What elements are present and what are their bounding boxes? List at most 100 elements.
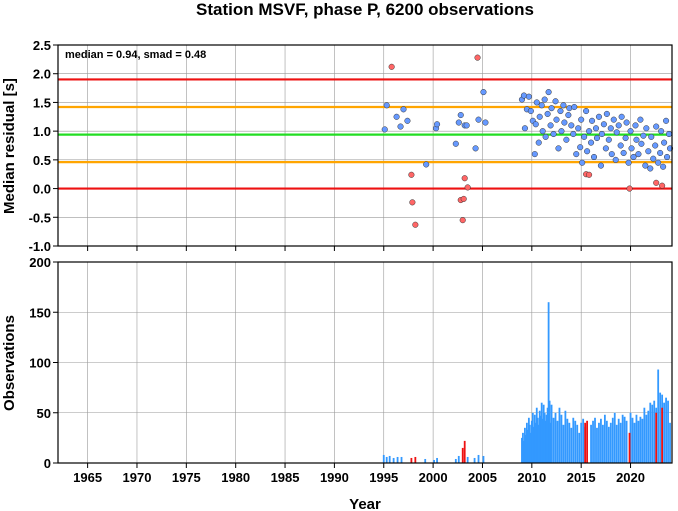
residual-point bbox=[598, 130, 605, 138]
x-tick-label: 2010 bbox=[517, 470, 546, 485]
residual-point bbox=[535, 139, 542, 146]
observation-bar bbox=[466, 456, 469, 463]
observation-bar bbox=[653, 400, 656, 463]
residual-point bbox=[613, 129, 620, 136]
observation-bar bbox=[603, 414, 606, 463]
residual-point bbox=[658, 128, 665, 135]
observation-bar bbox=[576, 424, 579, 463]
residual-point bbox=[612, 156, 619, 163]
observation-bar bbox=[552, 417, 555, 463]
residual-point bbox=[655, 159, 662, 166]
observation-bar bbox=[388, 455, 391, 463]
residual-point bbox=[558, 128, 565, 135]
observation-bar bbox=[454, 458, 457, 463]
outlier-point bbox=[653, 179, 660, 186]
observation-bar bbox=[566, 418, 569, 463]
residual-point bbox=[571, 103, 578, 111]
observations-bars bbox=[382, 302, 671, 463]
residual-point bbox=[573, 151, 580, 158]
observation-bar bbox=[659, 392, 662, 463]
residual-point bbox=[638, 140, 645, 147]
residual-point bbox=[602, 145, 609, 152]
outlier-point bbox=[464, 184, 471, 191]
observation-bar bbox=[602, 424, 604, 463]
observation-bar bbox=[633, 422, 636, 463]
observation-bar bbox=[564, 410, 567, 463]
observation-bar bbox=[521, 437, 523, 463]
residual-point bbox=[383, 102, 390, 109]
residual-point bbox=[552, 98, 559, 105]
residual-point bbox=[637, 116, 644, 123]
residual-point bbox=[575, 125, 582, 132]
residual-point bbox=[480, 89, 487, 96]
observation-bar bbox=[578, 432, 581, 463]
residual-point bbox=[665, 130, 673, 138]
residual-point bbox=[423, 161, 430, 168]
observation-bar bbox=[543, 412, 546, 463]
residual-point bbox=[538, 102, 545, 109]
observation-bar bbox=[558, 407, 561, 463]
residual-y-tick-label: 2.5 bbox=[33, 38, 51, 53]
observation-bar bbox=[609, 422, 612, 463]
observation-bar bbox=[525, 434, 527, 463]
observation-bar bbox=[525, 422, 528, 463]
observation-bar bbox=[651, 404, 654, 463]
residual-point bbox=[457, 112, 464, 119]
observation-bar bbox=[392, 457, 395, 463]
observation-bar bbox=[533, 414, 536, 463]
outlier-observation-bar bbox=[463, 440, 466, 463]
observation-bar bbox=[545, 414, 548, 463]
observation-bar bbox=[524, 427, 526, 463]
residual-point bbox=[532, 121, 539, 128]
outlier-observation-bar bbox=[628, 432, 631, 463]
observation-bar bbox=[529, 432, 532, 463]
residual-point bbox=[381, 126, 388, 133]
residual-point bbox=[547, 122, 554, 129]
observation-bar bbox=[649, 402, 652, 463]
residual-point bbox=[623, 119, 630, 126]
residual-point bbox=[643, 125, 650, 132]
observation-bar bbox=[537, 424, 540, 463]
outlier-observation-bar bbox=[586, 420, 589, 463]
residual-point bbox=[577, 144, 584, 151]
residual-point bbox=[434, 121, 441, 128]
residual-y-tick-label: 0.5 bbox=[33, 153, 51, 168]
residual-point bbox=[650, 155, 657, 162]
observation-bar bbox=[526, 429, 529, 463]
residual-point bbox=[593, 134, 601, 142]
outlier-observation-bar bbox=[414, 456, 417, 463]
observation-bar bbox=[594, 417, 596, 463]
outlier-point bbox=[659, 182, 666, 189]
observation-bar bbox=[621, 414, 624, 463]
residual-point bbox=[533, 99, 540, 106]
observation-bar bbox=[528, 424, 531, 463]
residual-point bbox=[657, 149, 664, 157]
observation-bar bbox=[549, 422, 552, 463]
residual-point bbox=[525, 93, 532, 100]
observation-bar bbox=[536, 417, 539, 463]
residual-point bbox=[653, 123, 660, 130]
residual-point bbox=[635, 151, 642, 158]
residual-point bbox=[579, 159, 586, 166]
residual-point bbox=[539, 128, 546, 135]
residual-point bbox=[584, 148, 591, 155]
observation-bar bbox=[522, 432, 524, 463]
observation-bar bbox=[613, 412, 616, 463]
outlier-point bbox=[459, 217, 466, 224]
residual-point bbox=[607, 125, 614, 132]
observation-bar bbox=[457, 455, 460, 463]
observation-bar bbox=[592, 420, 594, 463]
observation-bar bbox=[617, 418, 620, 463]
residual-point bbox=[568, 122, 575, 129]
observation-bar bbox=[482, 455, 485, 463]
residual-point bbox=[632, 122, 639, 129]
x-tick-label: 1985 bbox=[271, 470, 300, 485]
x-tick-label: 1980 bbox=[221, 470, 250, 485]
residual-point bbox=[617, 142, 624, 149]
observation-bar bbox=[382, 454, 385, 463]
observations-tick-labels: 1965 1970 1975 1980 1985 1990 1995 2000 2005 2010… bbox=[29, 255, 645, 485]
observation-bar bbox=[607, 426, 610, 463]
residual-point bbox=[463, 122, 470, 129]
observation-bar bbox=[548, 400, 551, 463]
